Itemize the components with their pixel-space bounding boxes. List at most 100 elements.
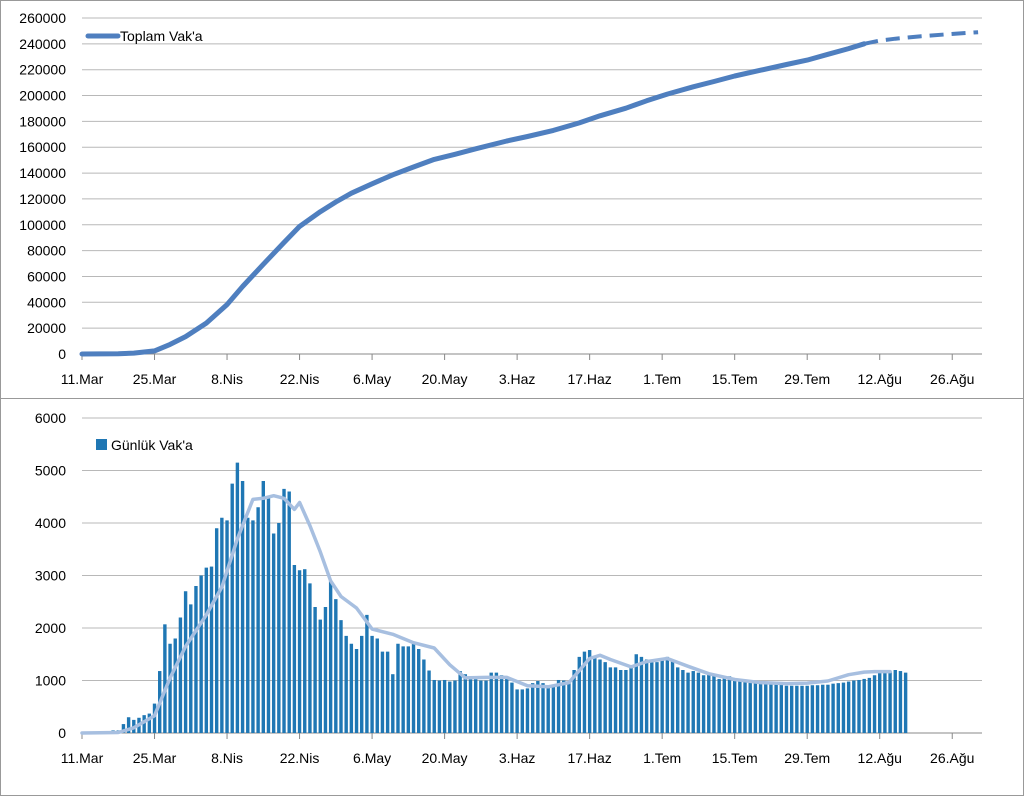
bottom-legend-label: Günlük Vak'a [111,437,193,453]
bottom-x-tick-label: 11.Mar [61,750,104,766]
daily-case-bar [474,678,477,733]
daily-case-bar [754,681,757,733]
daily-case-bar [510,683,513,733]
daily-case-bar [557,680,560,733]
daily-case-bar [831,684,834,733]
daily-case-bar [764,683,767,733]
daily-case-bar [790,686,793,733]
daily-case-bar [350,644,353,733]
daily-case-bar [422,660,425,734]
top-x-tick-label: 12.Ağu [858,371,902,387]
daily-case-bar [686,673,689,733]
daily-case-bar [655,662,658,733]
daily-case-bar [671,661,674,733]
daily-case-bar [308,583,311,733]
daily-case-bar [458,671,461,733]
daily-case-bar [515,689,518,733]
daily-case-bar [811,685,814,733]
daily-case-bar [329,581,332,733]
daily-case-bar [666,657,669,733]
bottom-y-tick-label: 3000 [35,568,66,584]
daily-case-bar [355,649,358,733]
daily-case-bar [298,570,301,733]
bottom-chart-frame [1,399,1024,796]
daily-case-bar [888,672,891,733]
bottom-x-tick-label: 3.Haz [499,750,536,766]
daily-case-bar [262,481,265,733]
daily-case-bar [303,569,306,733]
daily-case-bar [862,679,865,733]
daily-case-bar [769,683,772,733]
top-y-tick-label: 100000 [19,217,66,233]
daily-case-bar [479,681,482,734]
bottom-x-tick-label: 15.Tem [712,750,758,766]
bottom-x-tick-label: 26.Ağu [930,750,974,766]
daily-case-bar [376,639,379,734]
daily-case-bar [453,681,456,734]
top-x-tick-label: 11.Mar [61,371,104,387]
daily-case-bar [562,681,565,734]
top-x-tick-label: 25.Mar [133,371,177,387]
top-y-tick-label: 80000 [27,243,66,259]
daily-case-bar [868,678,871,733]
daily-case-bar [464,674,467,733]
daily-case-bar [749,681,752,734]
bottom-y-tick-label: 1000 [35,673,66,689]
top-y-tick-label: 180000 [19,113,66,129]
bottom-x-tick-label: 20.May [422,750,468,766]
daily-case-bar [899,671,902,733]
daily-case-bar [401,646,404,733]
daily-case-bar [495,673,498,733]
daily-case-bar [220,518,223,733]
daily-case-bar [396,644,399,733]
daily-case-bar [267,497,270,733]
daily-case-bar [339,620,342,733]
daily-case-bar [614,667,617,733]
daily-case-bar [702,675,705,733]
daily-case-bar [894,670,897,733]
top-y-tick-label: 260000 [19,10,66,26]
top-x-tick-label: 17.Haz [567,371,611,387]
daily-case-bar [640,657,643,733]
daily-case-bar [624,670,627,733]
top-y-tick-label: 20000 [27,320,66,336]
daily-case-bar [723,678,726,733]
daily-case-bar [236,463,239,733]
top-y-tick-label: 40000 [27,294,66,310]
top-x-tick-label: 22.Nis [280,371,320,387]
top-y-tick-label: 120000 [19,191,66,207]
daily-case-bar [433,680,436,733]
daily-case-bar [645,660,648,734]
daily-case-bar [163,624,166,733]
bottom-x-tick-label: 29.Tem [784,750,830,766]
daily-case-bar [660,660,663,734]
daily-case-bar [837,683,840,733]
daily-case-bar [500,675,503,733]
daily-case-bar [609,667,612,733]
daily-case-bar [277,523,280,733]
daily-case-bar [852,681,855,734]
top-y-tick-label: 0 [58,346,66,362]
top-y-tick-label: 240000 [19,36,66,52]
daily-case-bar [210,567,213,733]
daily-case-bar [707,674,710,733]
daily-case-bar [484,681,487,734]
daily-case-bar [785,686,788,733]
daily-case-bar [194,586,197,733]
daily-case-bar [738,679,741,733]
daily-case-bar [873,675,876,733]
daily-case-bar [728,676,731,733]
bottom-legend: Günlük Vak'a [96,437,193,453]
daily-case-bar [293,565,296,733]
daily-case-bar [857,680,860,733]
daily-case-bar [199,576,202,734]
daily-case-bar [272,534,275,734]
daily-case-bar [826,685,829,733]
daily-case-bar [759,682,762,733]
top-x-tick-label: 1.Tem [643,371,681,387]
top-x-tick-label: 8.Nis [211,371,243,387]
top-chart-frame [1,1,1024,399]
daily-case-bar [251,520,254,733]
bottom-y-tick-label: 6000 [35,410,66,426]
